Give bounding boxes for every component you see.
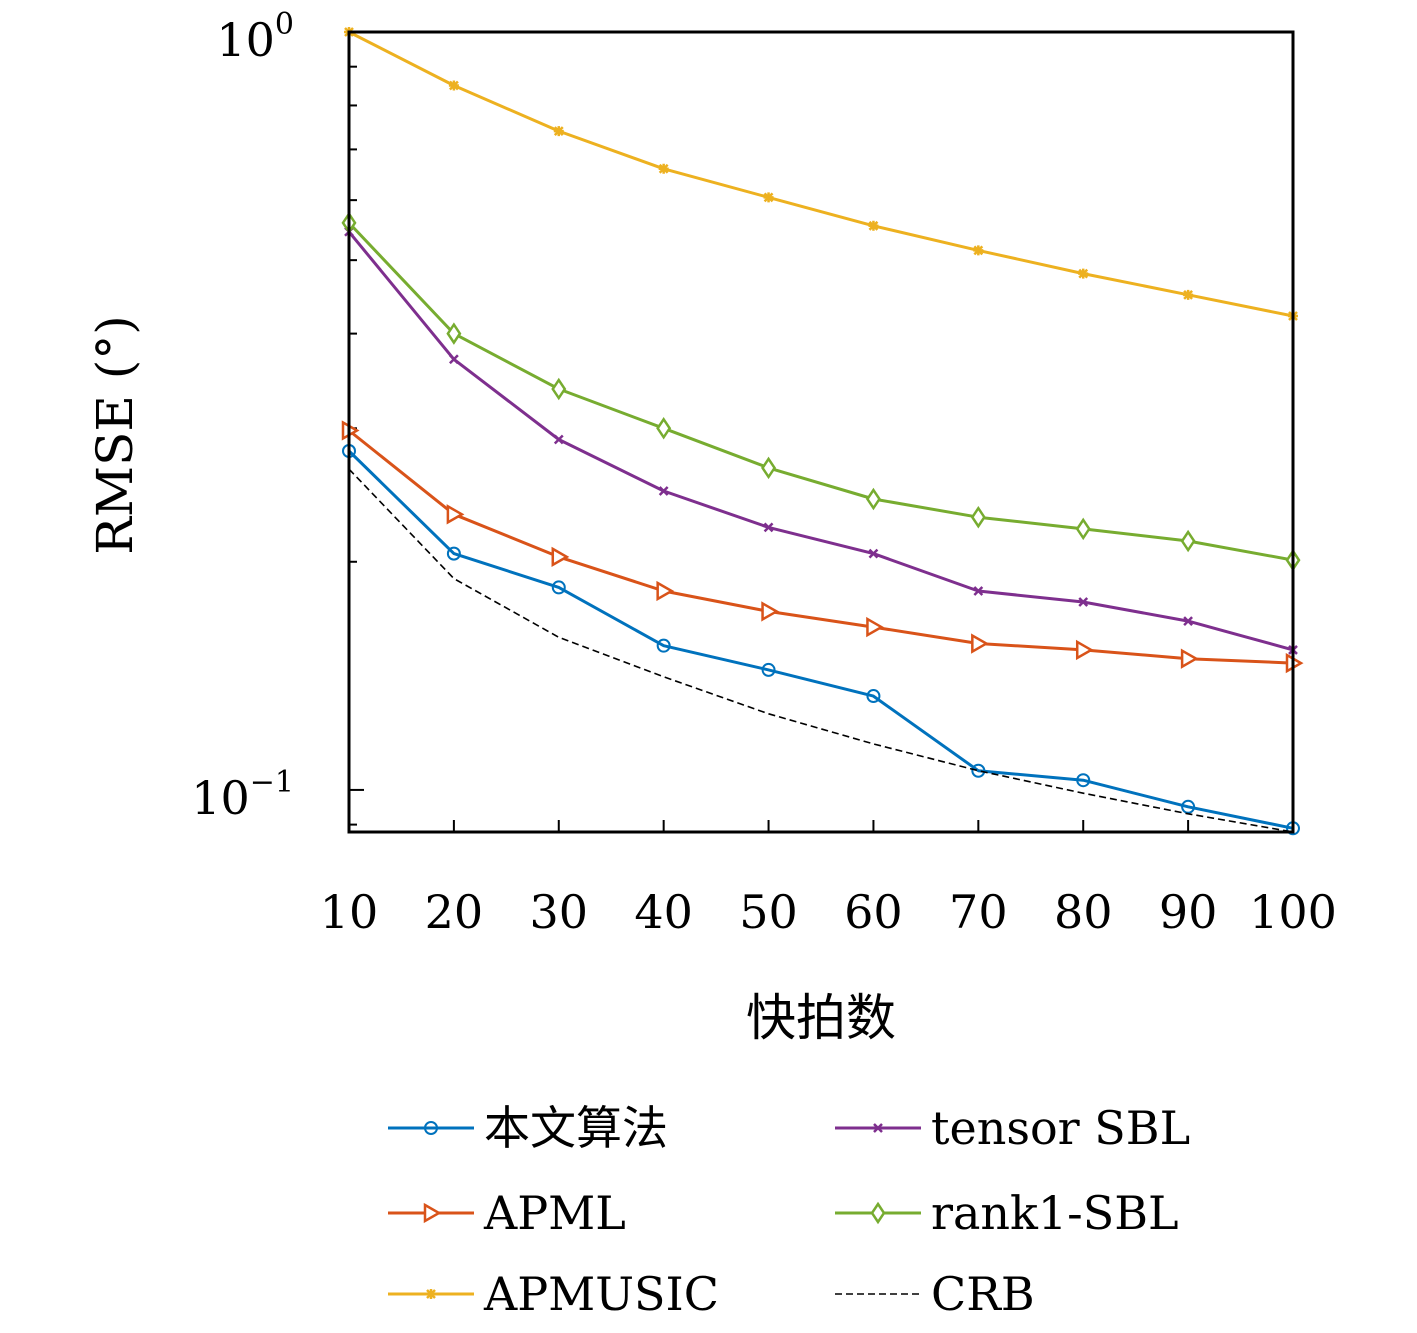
data-point — [973, 245, 984, 256]
data-point — [866, 689, 881, 704]
data-point — [971, 763, 986, 778]
legend-label: APML — [483, 1186, 626, 1240]
data-point — [1078, 268, 1089, 279]
data-point — [446, 504, 465, 525]
data-point — [873, 1123, 883, 1133]
legend-label: rank1-SBL — [931, 1186, 1179, 1240]
data-point — [761, 662, 776, 677]
y-axis-title: RMSE (°) — [86, 315, 144, 555]
legend-item: APMUSIC — [388, 1267, 719, 1321]
data-point — [656, 580, 675, 602]
data-point — [761, 456, 777, 480]
data-point — [1180, 529, 1196, 553]
series-line — [347, 449, 1294, 830]
data-point — [763, 522, 774, 533]
series-line — [347, 230, 1294, 652]
x-tick-label: 100 — [1249, 885, 1337, 939]
data-point — [1181, 799, 1196, 814]
legend-item: 本文算法 — [388, 1101, 668, 1155]
data-point — [423, 1202, 442, 1224]
series-rank1-SBL — [341, 211, 1301, 572]
data-point — [446, 546, 461, 561]
data-point — [971, 633, 989, 654]
data-point — [870, 1201, 886, 1225]
data-point — [658, 163, 669, 174]
data-point — [868, 548, 879, 559]
legend-item: rank1-SBL — [835, 1186, 1179, 1240]
data-point — [1075, 639, 1094, 661]
x-tick-label: 50 — [739, 885, 798, 939]
x-tick-label: 60 — [844, 885, 903, 939]
x-tick-label: 20 — [425, 885, 484, 939]
legend-label: tensor SBL — [931, 1101, 1190, 1155]
data-point — [446, 322, 462, 345]
data-point — [1183, 289, 1194, 300]
x-tick-label: 70 — [949, 885, 1008, 939]
data-point — [551, 580, 566, 595]
legend-label: 本文算法 — [484, 1101, 668, 1155]
data-point — [553, 126, 564, 137]
data-point — [551, 377, 567, 401]
legend-label: CRB — [931, 1267, 1035, 1321]
data-point — [761, 601, 780, 622]
data-point — [551, 546, 570, 568]
data-point — [656, 417, 672, 440]
data-point — [1078, 597, 1089, 607]
data-point — [553, 434, 564, 445]
data-point — [449, 354, 459, 365]
y-tick-label: 100 — [216, 7, 294, 67]
data-point — [448, 80, 459, 91]
data-point — [426, 1289, 436, 1299]
data-point — [424, 1121, 438, 1135]
data-point — [1076, 773, 1091, 788]
labels-layer: 10 20 30 40 50 60 70 80 90 100 100 10−1 — [191, 7, 1337, 939]
plot-frame — [347, 30, 1295, 834]
data-point — [970, 505, 986, 529]
legend: 本文算法 tensor SBL APML rank1-SBL APMUSIC CRB — [388, 1101, 1190, 1321]
data-point — [656, 638, 671, 653]
data-point — [1183, 616, 1193, 627]
data-point — [973, 586, 984, 596]
data-point — [658, 486, 669, 496]
legend-item: tensor SBL — [835, 1101, 1190, 1155]
series-line — [348, 468, 1294, 833]
x-axis-title: 快拍数 — [746, 989, 896, 1047]
x-tick-label: 80 — [1054, 885, 1113, 939]
series-CRB — [348, 468, 1294, 833]
series-line — [348, 30, 1294, 318]
series-line — [348, 429, 1294, 665]
data-point — [866, 616, 884, 638]
plot-area — [349, 32, 1293, 832]
x-tick-label: 30 — [530, 885, 589, 939]
legend-item: CRB — [835, 1267, 1035, 1321]
data-point — [865, 487, 881, 511]
x-tick-label: 10 — [320, 885, 379, 939]
data-point — [1180, 648, 1199, 669]
data-point — [763, 192, 774, 203]
x-tick-label: 40 — [634, 885, 693, 939]
series-line — [347, 221, 1294, 562]
legend-item: APML — [388, 1186, 626, 1240]
y-tick-label: 10−1 — [191, 765, 294, 825]
data-point — [1075, 517, 1091, 541]
x-tick-label: 90 — [1159, 885, 1218, 939]
data-point — [868, 220, 879, 231]
legend-label: APMUSIC — [483, 1267, 719, 1321]
